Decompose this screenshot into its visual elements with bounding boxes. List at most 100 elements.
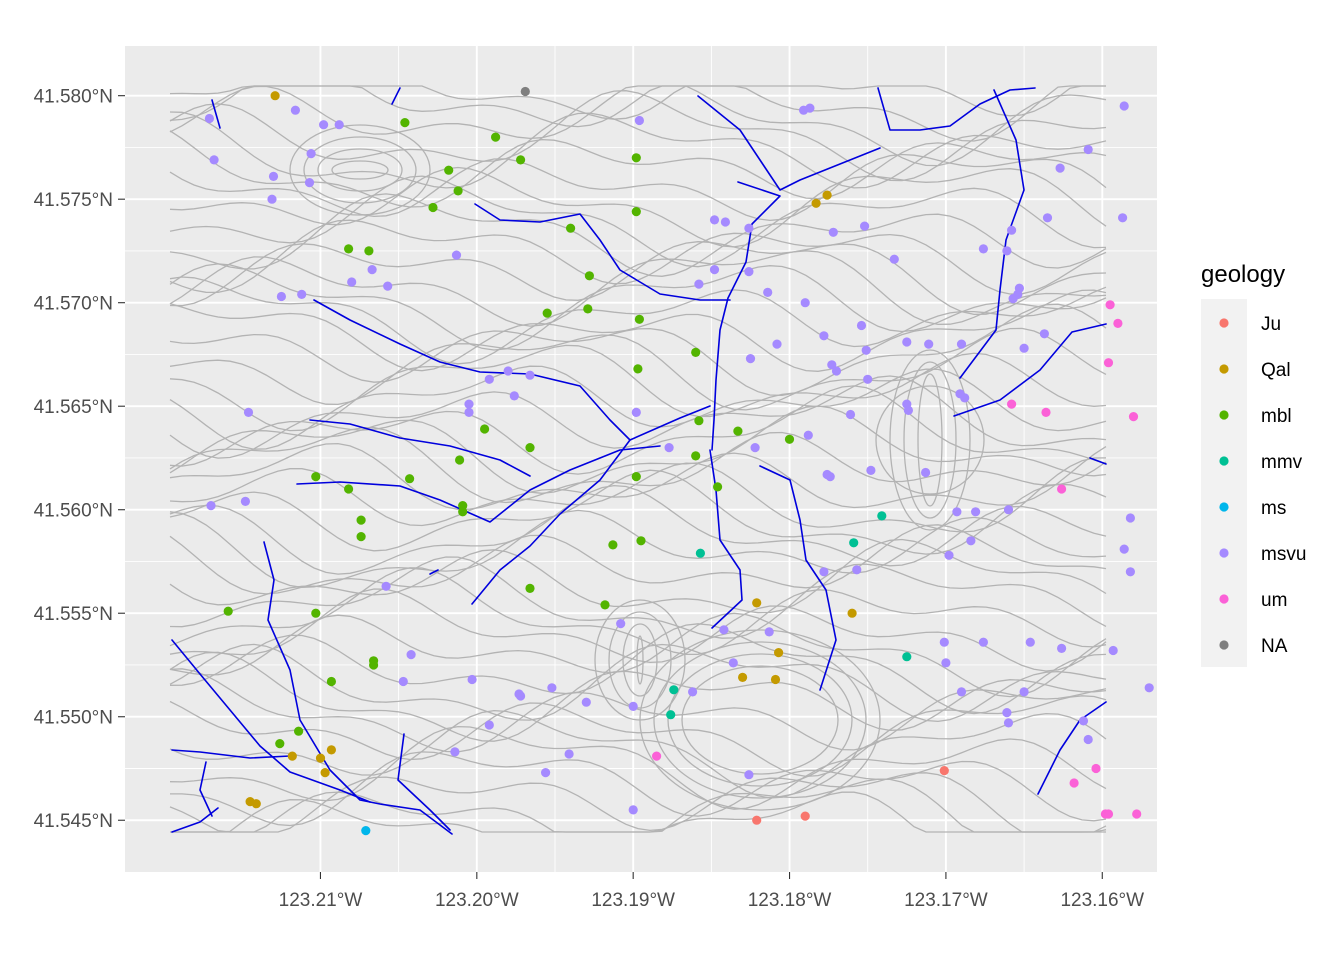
stream-line: [474, 203, 731, 301]
sample-point-mbl: [491, 132, 501, 142]
contour-line: [169, 303, 1107, 397]
sample-point-msvu: [903, 405, 914, 415]
contour-line: [169, 457, 1107, 533]
sample-point-msvu: [944, 550, 954, 560]
contour-line: [169, 289, 1107, 372]
sample-point-msvu: [1025, 637, 1035, 647]
sample-point-qal: [811, 198, 821, 208]
sample-point-msvu: [1125, 567, 1135, 577]
contour-ring: [875, 385, 985, 495]
sample-point-mmv: [666, 710, 676, 720]
stream-line: [263, 541, 453, 835]
contour-line: [169, 623, 1107, 715]
sample-point-msvu: [720, 217, 731, 227]
sample-point-mbl: [458, 507, 468, 517]
sample-point-mbl: [364, 246, 374, 256]
contour-line: [169, 668, 1107, 753]
sample-point-mbl: [326, 676, 336, 687]
x-tick-label: 123.19°W: [591, 890, 675, 911]
legend-label-na: NA: [1261, 636, 1288, 657]
sample-point-msvu: [319, 120, 329, 130]
sample-point-msvu: [1144, 683, 1154, 693]
sample-point-mmv: [877, 511, 887, 521]
sample-point-um: [1091, 763, 1101, 774]
sample-point-msvu: [763, 287, 773, 297]
sample-point-msvu: [744, 267, 754, 277]
sample-point-msvu: [819, 567, 829, 577]
sample-point-qal: [287, 751, 297, 761]
sample-point-msvu: [509, 391, 519, 401]
contour-line: [169, 241, 1107, 316]
sample-point-mbl: [784, 434, 795, 444]
contour-line: [169, 153, 1107, 222]
sample-point-msvu: [1078, 716, 1089, 726]
sample-point-mbl: [636, 536, 646, 546]
sample-point-mbl: [311, 472, 321, 482]
sample-point-msvu: [1002, 708, 1012, 718]
legend-label-msvu: msvu: [1261, 544, 1306, 565]
sample-point-msvu: [1003, 505, 1014, 515]
contour-line: [169, 427, 1107, 504]
y-tick-label: 41.575°N: [34, 190, 113, 211]
contour-line: [169, 327, 1107, 411]
stream-line: [877, 87, 1036, 131]
sample-point-msvu: [939, 637, 949, 647]
sample-point-mbl: [223, 606, 233, 616]
stream-line: [697, 95, 881, 191]
sample-point-msvu: [406, 650, 416, 660]
stream-line: [429, 569, 439, 575]
sample-point-mbl: [344, 484, 354, 494]
contour-ring: [608, 611, 672, 709]
sample-point-msvu: [852, 565, 862, 575]
contour-ring: [917, 373, 943, 507]
sample-point-msvu: [304, 178, 315, 188]
sample-point-mbl: [525, 583, 535, 594]
sample-point-ju: [800, 811, 810, 821]
legend-key-na: [1219, 640, 1229, 650]
sample-point-msvu: [924, 339, 934, 349]
sample-point-mbl: [694, 416, 704, 426]
x-tick-label: 123.16°W: [1060, 890, 1144, 911]
sample-point-msvu: [1008, 294, 1018, 304]
sample-point-msvu: [334, 120, 344, 130]
stream-line: [296, 445, 661, 523]
sample-point-msvu: [978, 244, 989, 254]
sample-point-msvu: [464, 399, 474, 409]
sample-point-mmv: [902, 652, 912, 662]
sample-point-mbl: [344, 244, 354, 254]
sample-point-msvu: [831, 366, 842, 376]
sample-point-msvu: [921, 467, 931, 478]
contour-line: [169, 695, 1107, 778]
x-tick-label: 123.21°W: [279, 890, 363, 911]
sample-point-mbl: [356, 532, 366, 542]
legend-label-mmv: mmv: [1261, 452, 1303, 473]
sample-point-mbl: [455, 455, 465, 465]
sample-points: [204, 86, 1154, 836]
sample-point-ju: [939, 766, 949, 776]
sample-point-qal: [774, 648, 784, 658]
sample-point-msvu: [772, 339, 782, 349]
stream-line: [391, 87, 401, 105]
sample-point-msvu: [941, 658, 951, 668]
stream-line: [313, 299, 631, 441]
sample-point-mbl: [356, 515, 366, 525]
sample-point-msvu: [450, 747, 460, 757]
sample-point-um: [1113, 318, 1123, 328]
sample-point-msvu: [719, 625, 729, 635]
sample-point-qal: [822, 190, 832, 200]
sample-point-msvu: [383, 281, 393, 291]
sample-point-msvu: [276, 291, 286, 302]
sample-point-msvu: [709, 215, 720, 225]
sample-point-msvu: [616, 619, 626, 629]
sample-point-msvu: [564, 749, 574, 759]
sample-point-msvu: [634, 115, 645, 126]
sample-point-msvu: [956, 687, 967, 697]
y-tick-label: 41.565°N: [34, 397, 113, 418]
stream-line: [953, 323, 1107, 417]
sample-point-msvu: [1108, 645, 1118, 656]
y-tick-label: 41.550°N: [34, 708, 113, 729]
stream-line: [759, 465, 837, 691]
legend-label-qal: Qal: [1261, 360, 1291, 381]
legend-key-mmv: [1219, 456, 1229, 466]
sample-point-msvu: [805, 103, 815, 113]
